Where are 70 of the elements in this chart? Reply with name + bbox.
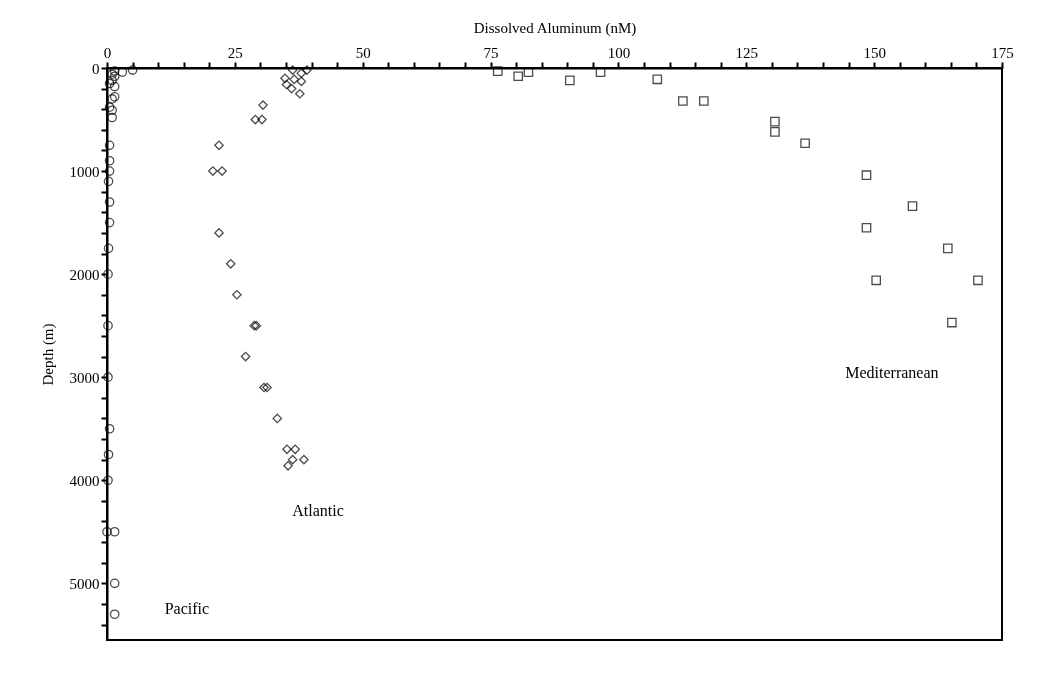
point <box>296 76 307 87</box>
point <box>103 372 113 383</box>
point <box>492 66 503 76</box>
point <box>861 170 872 181</box>
point <box>257 114 267 125</box>
y-tick-label: 0 <box>92 60 100 77</box>
point <box>286 83 297 94</box>
y-tick-label: 2000 <box>69 266 100 283</box>
point <box>678 96 688 106</box>
point <box>109 578 120 589</box>
point <box>294 88 305 99</box>
point <box>280 73 290 84</box>
point <box>107 112 117 123</box>
point <box>770 116 780 127</box>
x-axis-title: Dissolved Aluminum (nM) <box>473 19 637 37</box>
point <box>282 444 292 455</box>
y-tick-label: 1000 <box>69 163 100 180</box>
point <box>109 81 120 92</box>
point <box>289 74 300 85</box>
point <box>565 75 575 86</box>
point <box>250 114 261 125</box>
point <box>652 74 663 85</box>
point <box>103 243 114 254</box>
y-axis-title: Depth (m) <box>39 323 57 386</box>
text: Pacific <box>164 600 210 618</box>
point <box>287 454 298 465</box>
point <box>103 449 114 460</box>
y-tick-label: 4000 <box>69 472 100 489</box>
y-tick-label: 5000 <box>69 575 100 592</box>
y-tick-label: 3000 <box>69 369 100 386</box>
point <box>258 100 268 110</box>
point <box>104 217 115 228</box>
x-tick-label: 150 <box>863 44 886 61</box>
point <box>225 258 236 269</box>
point <box>973 275 983 286</box>
point <box>232 289 242 300</box>
x-tick-label: 75 <box>483 44 499 61</box>
point <box>103 176 114 187</box>
x-tick-label: 50 <box>355 44 371 61</box>
point <box>214 140 224 151</box>
point <box>240 351 251 362</box>
x-tick-label: 25 <box>227 44 243 61</box>
point <box>283 460 293 471</box>
point <box>107 105 117 116</box>
point <box>513 71 524 82</box>
point <box>109 609 120 620</box>
x-tick-label: 0 <box>103 44 112 61</box>
point <box>208 166 218 176</box>
point <box>907 201 918 211</box>
point <box>942 243 953 254</box>
point <box>103 320 113 331</box>
text: Mediterranean <box>845 363 939 381</box>
point <box>699 96 709 106</box>
point <box>217 166 227 176</box>
point <box>770 127 780 137</box>
point <box>861 222 872 233</box>
point <box>109 526 120 537</box>
point <box>290 444 301 455</box>
point <box>800 138 810 149</box>
point <box>296 68 307 78</box>
x-tick-label: 100 <box>607 44 631 61</box>
point <box>947 317 957 328</box>
x-tick-label: 125 <box>735 44 759 61</box>
point <box>299 454 309 465</box>
text: Atlantic <box>292 501 344 519</box>
point <box>272 413 283 424</box>
point <box>281 79 292 90</box>
point <box>871 275 882 286</box>
x-tick-label: 175 <box>991 44 1014 61</box>
point <box>214 228 224 238</box>
